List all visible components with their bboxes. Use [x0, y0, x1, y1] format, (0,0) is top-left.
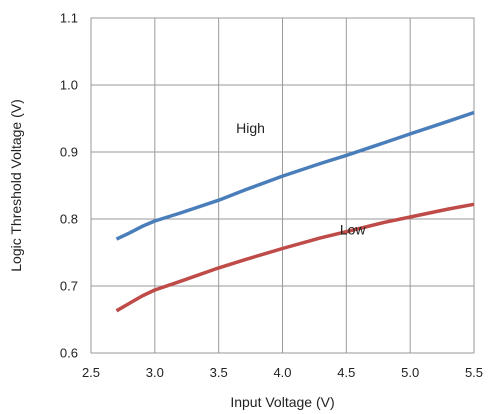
- x-tick-label: 3.0: [146, 365, 164, 380]
- series-line-low: [115, 202, 475, 313]
- y-tick-label: 0.6: [60, 346, 78, 361]
- x-tick-label: 4.0: [273, 365, 291, 380]
- series-lines: [115, 110, 475, 313]
- plot-area-border: [90, 17, 475, 354]
- y-tick-label: 0.9: [60, 145, 78, 160]
- y-tick-label: 1.0: [60, 78, 78, 93]
- y-axis-ticks: 0.6 0.7 0.8 0.9 1.0 1.1: [60, 11, 78, 361]
- gridlines: [91, 18, 474, 353]
- series-line-high: [115, 110, 475, 241]
- x-tick-label: 5.5: [465, 365, 483, 380]
- y-tick-label: 0.7: [60, 279, 78, 294]
- x-tick-label: 2.5: [82, 365, 100, 380]
- y-tick-label: 0.8: [60, 212, 78, 227]
- y-tick-label: 1.1: [60, 11, 78, 26]
- x-tick-label: 4.5: [337, 365, 355, 380]
- annotations: High Low: [236, 120, 366, 237]
- annotation-label-high: High: [236, 120, 265, 136]
- x-tick-label: 3.5: [210, 365, 228, 380]
- x-axis-ticks: 2.5 3.0 3.5 4.0 4.5 5.0 5.5: [82, 365, 483, 380]
- annotation-label-low: Low: [340, 221, 367, 237]
- x-axis-title: Input Voltage (V): [230, 394, 334, 410]
- x-tick-label: 5.0: [401, 365, 419, 380]
- y-axis-title: Logic Threshold Voltage (V): [8, 99, 24, 272]
